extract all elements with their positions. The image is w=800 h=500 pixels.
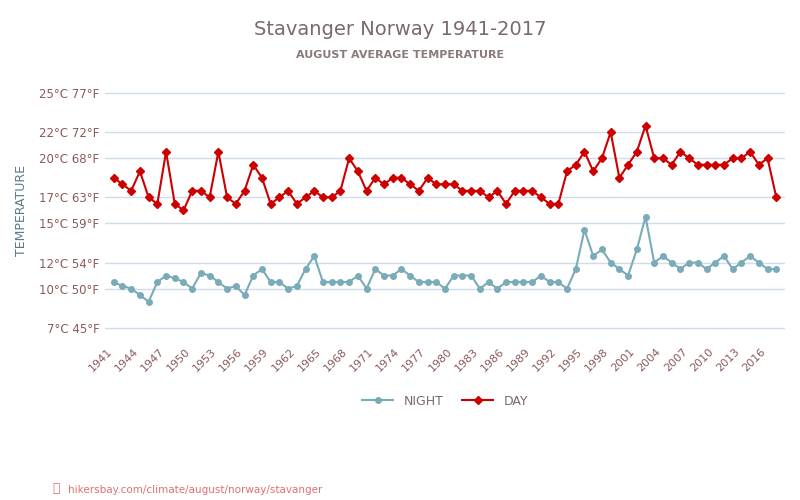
DAY [641, 122, 650, 128]
NIGHT [484, 279, 494, 285]
DAY [336, 188, 346, 194]
DAY [388, 175, 398, 181]
DAY [109, 175, 118, 181]
NIGHT [406, 272, 415, 278]
DAY [771, 194, 781, 200]
NIGHT [771, 266, 781, 272]
NIGHT [336, 279, 346, 285]
Legend: NIGHT, DAY: NIGHT, DAY [358, 390, 533, 412]
NIGHT [641, 214, 650, 220]
Text: AUGUST AVERAGE TEMPERATURE: AUGUST AVERAGE TEMPERATURE [296, 50, 504, 60]
NIGHT [344, 279, 354, 285]
DAY [178, 208, 188, 214]
NIGHT [388, 272, 398, 278]
DAY [406, 182, 415, 188]
NIGHT [249, 272, 258, 278]
DAY [249, 162, 258, 168]
Y-axis label: TEMPERATURE: TEMPERATURE [15, 165, 28, 256]
Text: hikersbay.com/climate/august/norway/stavanger: hikersbay.com/climate/august/norway/stav… [68, 485, 322, 495]
Line: DAY: DAY [111, 123, 779, 213]
DAY [484, 194, 494, 200]
NIGHT [109, 279, 118, 285]
Line: NIGHT: NIGHT [111, 214, 779, 304]
Text: Stavanger Norway 1941-2017: Stavanger Norway 1941-2017 [254, 20, 546, 39]
NIGHT [144, 298, 154, 304]
Text: ⦿: ⦿ [52, 482, 59, 495]
DAY [344, 155, 354, 161]
